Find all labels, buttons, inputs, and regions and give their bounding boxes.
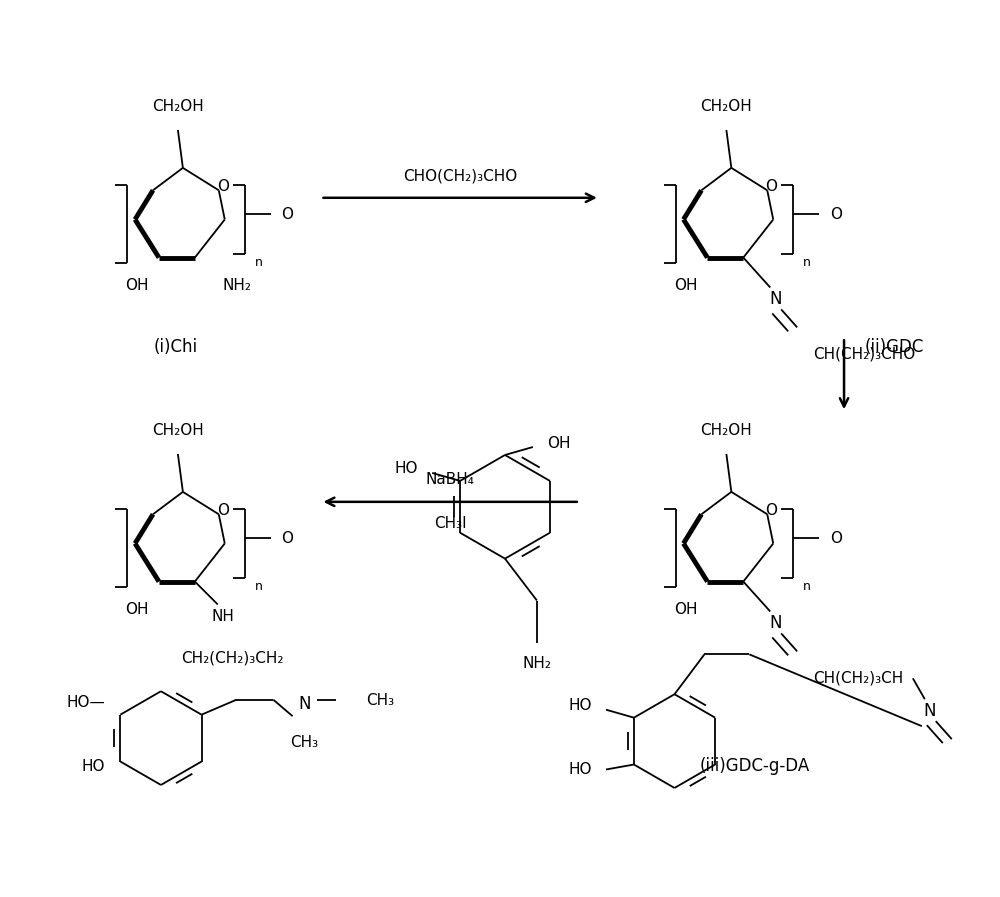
Text: CH₂OH: CH₂OH: [700, 99, 752, 114]
Text: CH₂OH: CH₂OH: [700, 422, 752, 438]
Text: N: N: [298, 695, 311, 713]
Text: O: O: [765, 179, 777, 194]
Text: CH₂(CH₂)₃CH₂: CH₂(CH₂)₃CH₂: [181, 651, 284, 666]
Text: n: n: [255, 256, 263, 269]
Text: N: N: [924, 702, 936, 720]
Text: OH: OH: [674, 602, 697, 617]
Text: (iii)GDC-g-DA: (iii)GDC-g-DA: [699, 757, 809, 775]
Text: HO: HO: [82, 759, 105, 774]
Text: HO: HO: [569, 698, 592, 713]
Text: O: O: [830, 531, 842, 546]
Text: NH₂: NH₂: [222, 278, 251, 293]
Text: (i)Chi: (i)Chi: [154, 338, 198, 356]
Text: O: O: [217, 179, 229, 194]
Text: N: N: [769, 614, 781, 632]
Text: (ii)GDC: (ii)GDC: [864, 338, 924, 356]
Text: OH: OH: [674, 278, 697, 293]
Text: NH₂: NH₂: [522, 656, 551, 671]
Text: NaBH₄: NaBH₄: [426, 473, 475, 487]
Text: O: O: [830, 207, 842, 222]
Text: n: n: [255, 579, 263, 593]
Text: OH: OH: [547, 436, 570, 450]
Text: HO: HO: [569, 762, 592, 777]
Text: n: n: [803, 579, 811, 593]
Text: CH₂OH: CH₂OH: [152, 422, 204, 438]
Text: CH₃: CH₃: [366, 692, 394, 708]
Text: CHO(CH₂)₃CHO: CHO(CH₂)₃CHO: [403, 169, 517, 183]
Text: OH: OH: [125, 278, 149, 293]
Text: n: n: [803, 256, 811, 269]
Text: HO—: HO—: [67, 695, 105, 710]
Text: CH₂OH: CH₂OH: [152, 99, 204, 114]
Text: CH₃: CH₃: [290, 735, 319, 750]
Text: N: N: [769, 291, 781, 309]
Text: CH(CH₂)₃CHO: CH(CH₂)₃CHO: [813, 347, 915, 361]
Text: O: O: [282, 531, 294, 546]
Text: OH: OH: [125, 602, 149, 617]
Text: NH: NH: [211, 609, 234, 624]
Text: O: O: [282, 207, 294, 222]
Text: CH₃I: CH₃I: [434, 517, 466, 531]
Text: O: O: [765, 503, 777, 518]
Text: O: O: [217, 503, 229, 518]
Text: HO: HO: [395, 461, 418, 476]
Text: CH(CH₂)₃CH: CH(CH₂)₃CH: [813, 671, 903, 686]
